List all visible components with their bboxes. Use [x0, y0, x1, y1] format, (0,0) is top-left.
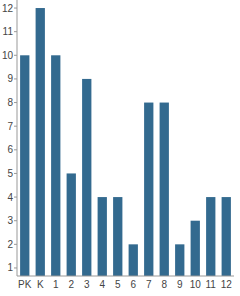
x-tick-label: 7: [146, 279, 152, 290]
bar: [160, 103, 169, 276]
y-tick-label: 4: [7, 192, 13, 203]
bar: [20, 55, 29, 276]
x-tick-label: 1: [53, 279, 59, 290]
y-tick-label: 8: [7, 97, 13, 108]
x-axis-line: [17, 276, 234, 277]
y-tick: [14, 55, 17, 56]
y-tick-label: 2: [7, 239, 13, 250]
x-tick-label: 6: [130, 279, 136, 290]
x-tick-label: 2: [68, 279, 74, 290]
x-tick-label: 11: [206, 279, 217, 290]
y-tick-label: 5: [7, 168, 13, 179]
y-tick: [14, 78, 17, 79]
y-tick-label: 9: [7, 73, 13, 84]
y-tick: [14, 31, 17, 32]
y-tick-label: 7: [7, 121, 13, 132]
bar: [144, 103, 153, 276]
bar: [51, 55, 60, 276]
y-tick-label: 11: [3, 26, 14, 37]
x-tick-label: PK: [18, 279, 32, 290]
y-tick: [14, 8, 17, 9]
y-tick: [14, 220, 17, 221]
y-axis-line: [17, 0, 18, 276]
bar: [175, 244, 184, 276]
bar: [36, 8, 45, 276]
y-tick: [14, 102, 17, 103]
bar: [191, 221, 200, 276]
x-tick-label: 3: [84, 279, 90, 290]
x-tick-label: 5: [115, 279, 121, 290]
y-tick: [14, 197, 17, 198]
bar: [82, 79, 91, 276]
y-tick-label: 1: [7, 262, 13, 273]
y-tick: [14, 126, 17, 127]
y-tick-label: 6: [7, 144, 13, 155]
x-tick-label: 12: [221, 279, 233, 290]
bar: [222, 197, 231, 276]
x-tick-label: 10: [190, 279, 202, 290]
x-tick-label: 4: [99, 279, 105, 290]
y-tick-label: 3: [7, 215, 13, 226]
y-tick: [14, 173, 17, 174]
bar: [67, 173, 76, 276]
chart-svg: 123456789101112PKK123456789101112: [0, 0, 240, 296]
bar: [113, 197, 122, 276]
bar: [129, 244, 138, 276]
bar: [206, 197, 215, 276]
chart-container: 123456789101112PKK123456789101112: [0, 0, 240, 296]
y-tick: [14, 267, 17, 268]
x-tick-label: 9: [177, 279, 183, 290]
y-tick-label: 10: [2, 50, 14, 61]
bar: [98, 197, 107, 276]
y-tick: [14, 244, 17, 245]
x-tick-label: K: [37, 279, 44, 290]
y-tick-label: 12: [2, 3, 14, 14]
y-tick: [14, 149, 17, 150]
bars: [20, 8, 231, 276]
x-tick-label: 8: [161, 279, 167, 290]
